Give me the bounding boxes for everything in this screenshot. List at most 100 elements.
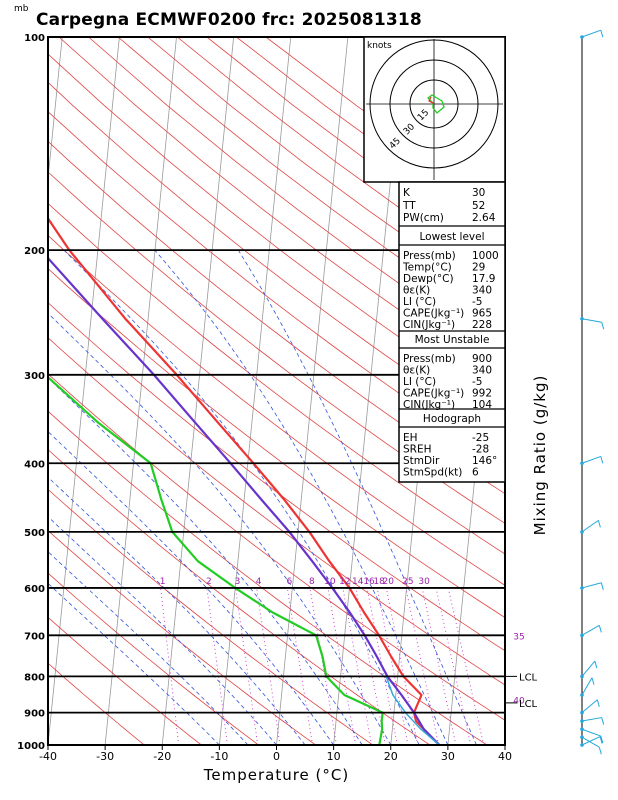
- mixing-ratio-40-label: 40: [513, 696, 525, 706]
- isotherm-line: [48, 37, 120, 745]
- wind-barb-flag: [594, 660, 598, 669]
- dry-adiabat-line: [48, 616, 202, 745]
- pressure-tick-label: 900: [24, 709, 45, 720]
- x-tick-label: -10: [210, 750, 228, 763]
- lowest-level-row-label: θε(K): [403, 285, 430, 297]
- moist-adiabat-line: [48, 377, 363, 745]
- wind-barb-staff: [581, 728, 601, 737]
- pressure-tick-label: 300: [24, 371, 45, 382]
- tt-index-value: 52: [472, 200, 485, 212]
- wind-barb-flag: [600, 582, 604, 590]
- x-tick-label: -30: [96, 750, 114, 763]
- mixing-ratio-line: [206, 587, 228, 745]
- mixing-ratio-tick-label: 12: [339, 577, 350, 587]
- lowest-level-row-value: 1000: [472, 250, 499, 262]
- most-unstable-row-label: θε(K): [403, 365, 430, 377]
- most-unstable-row-label: Press(mb): [403, 353, 456, 365]
- pressure-tick-label: 200: [24, 246, 45, 257]
- lowest-level-row-label: CIN(Jkg⁻¹): [403, 319, 455, 331]
- mixing-ratio-tick-label: 25: [402, 577, 413, 587]
- dry-adiabat-line: [48, 202, 505, 555]
- wind-barb-flag: [600, 735, 604, 744]
- hodograph-indices-title: Hodograph: [423, 413, 481, 425]
- lowest-level-row-label: LI (°C): [403, 296, 436, 308]
- wind-barb-staff: [581, 519, 599, 533]
- lowest-level-row-label: CAPE(Jkg⁻¹): [403, 308, 464, 320]
- lowest-level-row-value: 17.9: [472, 273, 495, 285]
- mixing-ratio-tick-label: 6: [286, 577, 292, 587]
- x-tick-label: 40: [498, 750, 512, 763]
- x-tick-label: 0: [273, 750, 280, 763]
- hodograph-trace-green: [427, 94, 445, 114]
- pw-index-value: 2.64: [472, 212, 496, 224]
- x-tick-label: 20: [384, 750, 398, 763]
- pressure-unit-label: mb: [14, 4, 29, 14]
- moist-adiabat-line: [154, 249, 449, 745]
- dry-adiabat-line: [48, 337, 505, 686]
- dry-adiabat-line: [48, 171, 505, 524]
- wind-barb-staff: [581, 660, 596, 677]
- mixing-ratio-tick-label: 14: [352, 577, 364, 587]
- hodograph-trace-red: [428, 96, 434, 104]
- wind-barb-staff: [581, 624, 600, 636]
- lowest-level-row-value: 29: [472, 262, 485, 274]
- lowest-level-row-value: 228: [472, 319, 492, 331]
- mixing-ratio-line: [385, 587, 419, 745]
- most-unstable-row-label: CAPE(Jkg⁻¹): [403, 388, 464, 400]
- wind-barb-flag: [600, 456, 604, 464]
- wind-barb-flag: [601, 322, 605, 330]
- tt-index-label: TT: [402, 200, 416, 212]
- dry-adiabat-line: [48, 572, 259, 745]
- mixing-ratio-line: [405, 587, 440, 745]
- dry-adiabat-line: [48, 302, 505, 652]
- wind-barb-flag: [597, 520, 601, 528]
- most-unstable-title: Most Unstable: [415, 334, 490, 346]
- hodograph-indices-row-label: StmDir: [403, 455, 440, 467]
- most-unstable-row-label: LI (°C): [403, 376, 436, 388]
- indices-table: K 30 TT 52 PW(cm) 2.64 Lowest level Press(mb) 10…: [398, 181, 506, 483]
- page-title: Carpegna ECMWF0200 frc: 2025081318: [36, 10, 422, 30]
- pw-index-label: PW(cm): [403, 212, 444, 224]
- wind-barb-staff: [581, 736, 600, 748]
- k-index-label: K: [403, 187, 411, 199]
- pressure-tick-label: 1000: [17, 741, 45, 752]
- lowest-level-title: Lowest level: [419, 231, 484, 243]
- most-unstable-row-value: 340: [472, 365, 492, 377]
- isotherm-line: [161, 37, 235, 745]
- mixing-ratio-line: [327, 587, 357, 745]
- mixing-ratio-tick-label: 30: [418, 577, 430, 587]
- mixing-ratio-tick-label: 18: [373, 577, 385, 587]
- mixing-ratio-line: [447, 587, 485, 745]
- lowest-level-row-value: -5: [472, 296, 482, 308]
- pressure-tick-label: 800: [24, 672, 45, 683]
- dry-adiabat-line: [48, 530, 316, 745]
- dry-adiabat-line: [48, 268, 505, 619]
- wind-barb-flag: [591, 677, 595, 685]
- wind-barb-staff: [581, 717, 602, 722]
- mixing-ratio-tick-label: 16: [363, 577, 375, 587]
- mixing-ratio-tick-label: 1: [160, 577, 166, 587]
- mixing-ratio-line: [435, 587, 472, 745]
- mixing-ratio-line: [286, 587, 314, 745]
- dry-adiabat-line: [48, 111, 505, 466]
- mixing-ratio-tick-label: 8: [309, 577, 315, 587]
- pressure-tick-label: 600: [24, 584, 45, 595]
- mixing-ratio-tick-label: 4: [256, 577, 262, 587]
- dry-adiabat-line: [48, 449, 431, 745]
- dry-adiabat-line: [48, 662, 145, 745]
- reference-lines: [48, 37, 618, 745]
- moist-adiabat-line: [48, 312, 392, 745]
- dry-adiabat-line: [48, 234, 505, 586]
- wind-barb-staff: [581, 455, 601, 464]
- wind-barb-staff: [581, 699, 598, 713]
- moist-adiabat-line: [48, 516, 277, 745]
- wind-barb-flag: [599, 736, 603, 744]
- wind-barb-flag: [601, 717, 605, 725]
- wind-barbs: [580, 29, 605, 755]
- isotherm-line: [562, 37, 618, 745]
- wind-barb-flag: [600, 30, 604, 38]
- dry-adiabat-line: [48, 488, 374, 745]
- x-tick-label: -40: [39, 750, 57, 763]
